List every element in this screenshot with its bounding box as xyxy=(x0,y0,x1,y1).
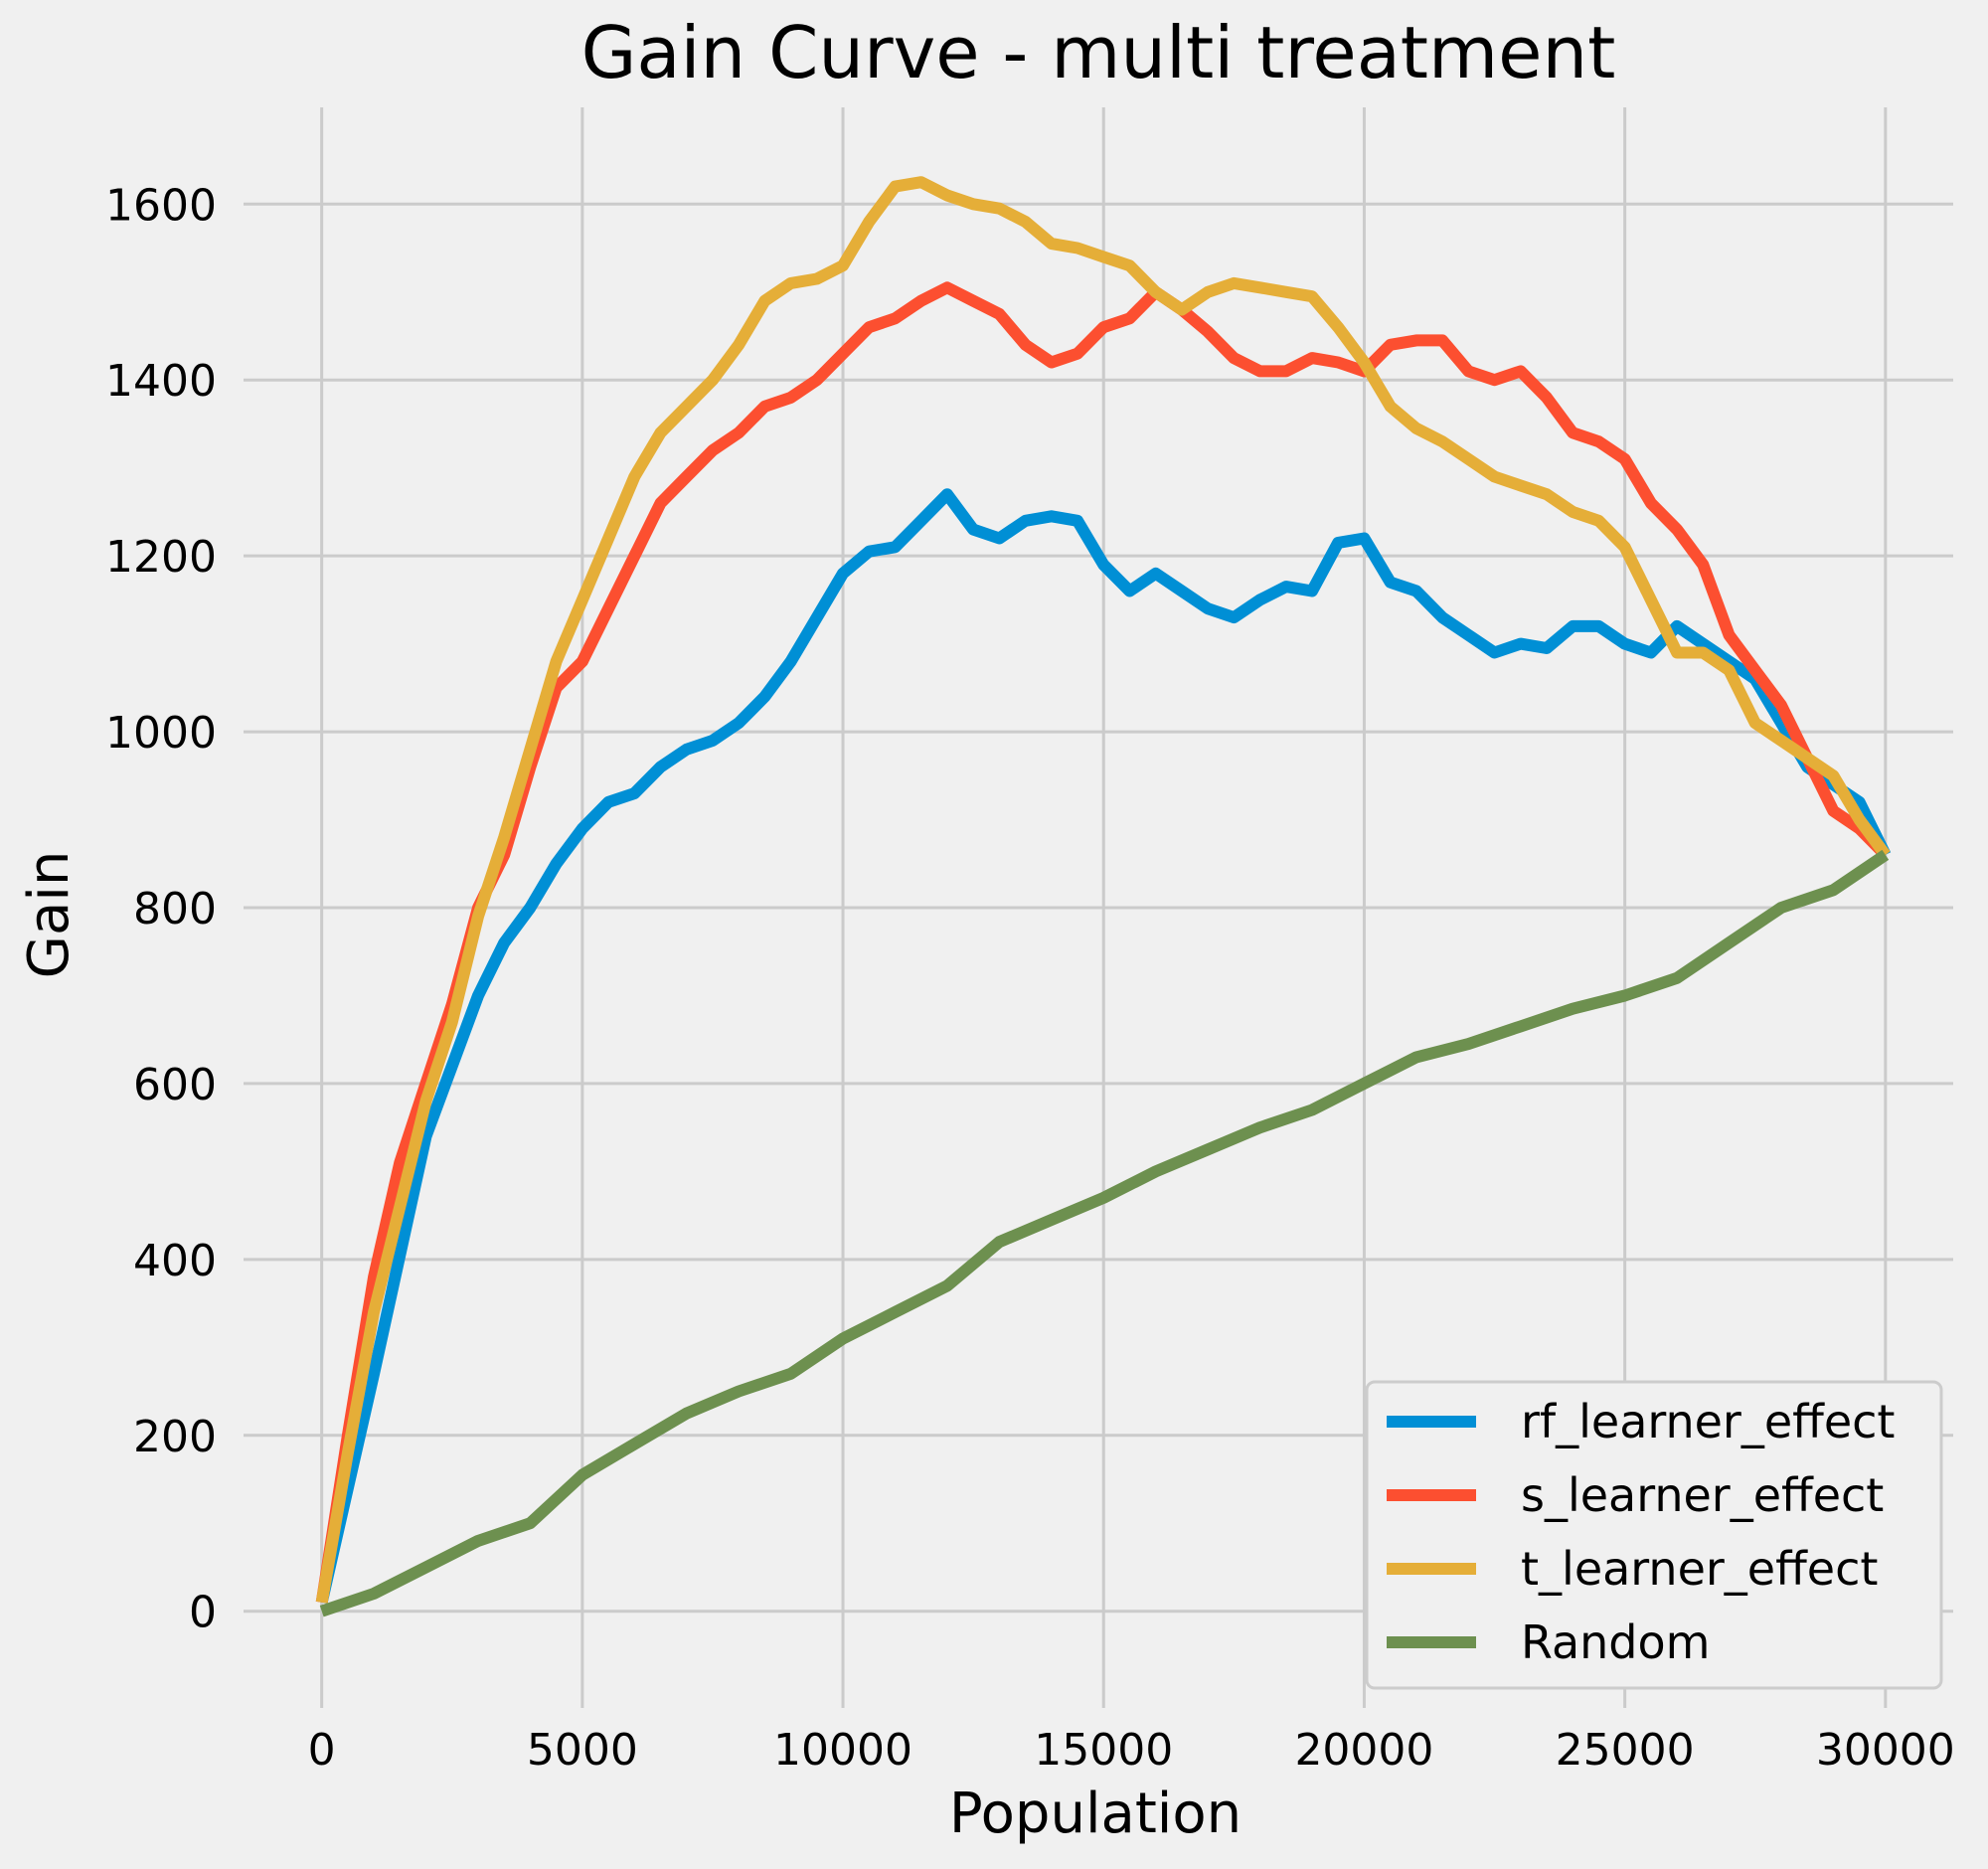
x-tick-label: 25000 xyxy=(1556,1725,1695,1776)
x-tick-label: 5000 xyxy=(527,1725,638,1776)
plot-area xyxy=(244,107,1953,1708)
series-line-rf-learner-effect xyxy=(315,488,1892,1605)
legend-label-rf-learner-effect: rf_learner_effect xyxy=(1521,1395,1895,1448)
y-tick-label: 600 xyxy=(133,1060,217,1110)
series-lines xyxy=(315,176,1892,1617)
y-tick-label: 1200 xyxy=(105,532,217,583)
legend: rf_learner_effect s_learner_effect t_learn… xyxy=(1365,1380,1943,1690)
series-line-s-learner-effect xyxy=(315,281,1891,1604)
legend-box xyxy=(1365,1380,1943,1690)
series-line-t-learner-effect xyxy=(315,176,1891,1604)
x-tick-label: 0 xyxy=(308,1725,336,1776)
chart-title: Gain Curve - multi treatment xyxy=(581,11,1616,94)
x-tick-label: 20000 xyxy=(1294,1725,1433,1776)
y-tick-label: 1400 xyxy=(105,356,217,407)
y-axis-ticks: 0 200 400 600 800 1000 1200 1400 1600 xyxy=(105,180,217,1637)
x-tick-label: 15000 xyxy=(1034,1725,1173,1776)
y-tick-label: 1600 xyxy=(105,180,217,231)
y-tick-label: 800 xyxy=(133,884,217,934)
legend-label-random: Random xyxy=(1521,1615,1710,1669)
y-tick-label: 0 xyxy=(189,1588,217,1638)
x-axis-ticks: 0 5000 10000 15000 20000 25000 30000 xyxy=(308,1725,1955,1776)
x-tick-label: 30000 xyxy=(1816,1725,1955,1776)
series-line-random xyxy=(319,849,1890,1617)
y-tick-label: 400 xyxy=(133,1236,217,1286)
y-axis-label: Gain xyxy=(17,851,82,979)
legend-label-s-learner-effect: s_learner_effect xyxy=(1521,1468,1884,1522)
x-tick-label: 10000 xyxy=(773,1725,912,1776)
y-tick-label: 200 xyxy=(133,1412,217,1462)
y-tick-label: 1000 xyxy=(105,708,217,759)
legend-label-t-learner-effect: t_learner_effect xyxy=(1521,1542,1878,1596)
x-axis-label: Population xyxy=(949,1782,1242,1846)
